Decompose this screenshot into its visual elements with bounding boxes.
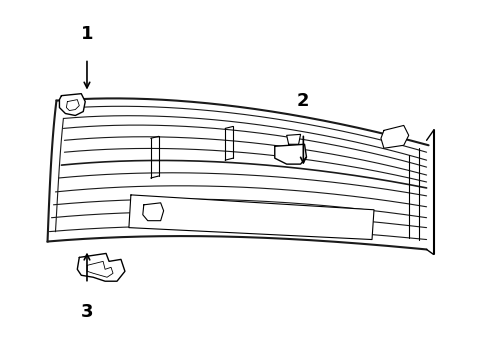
Polygon shape — [129, 195, 374, 239]
Polygon shape — [48, 98, 429, 249]
Polygon shape — [381, 125, 409, 148]
Polygon shape — [143, 203, 164, 221]
Polygon shape — [77, 253, 125, 281]
Polygon shape — [59, 94, 85, 116]
Polygon shape — [287, 134, 300, 144]
Polygon shape — [275, 144, 307, 164]
Text: 2: 2 — [297, 93, 310, 111]
Text: 3: 3 — [81, 303, 93, 321]
Text: 1: 1 — [81, 24, 93, 42]
